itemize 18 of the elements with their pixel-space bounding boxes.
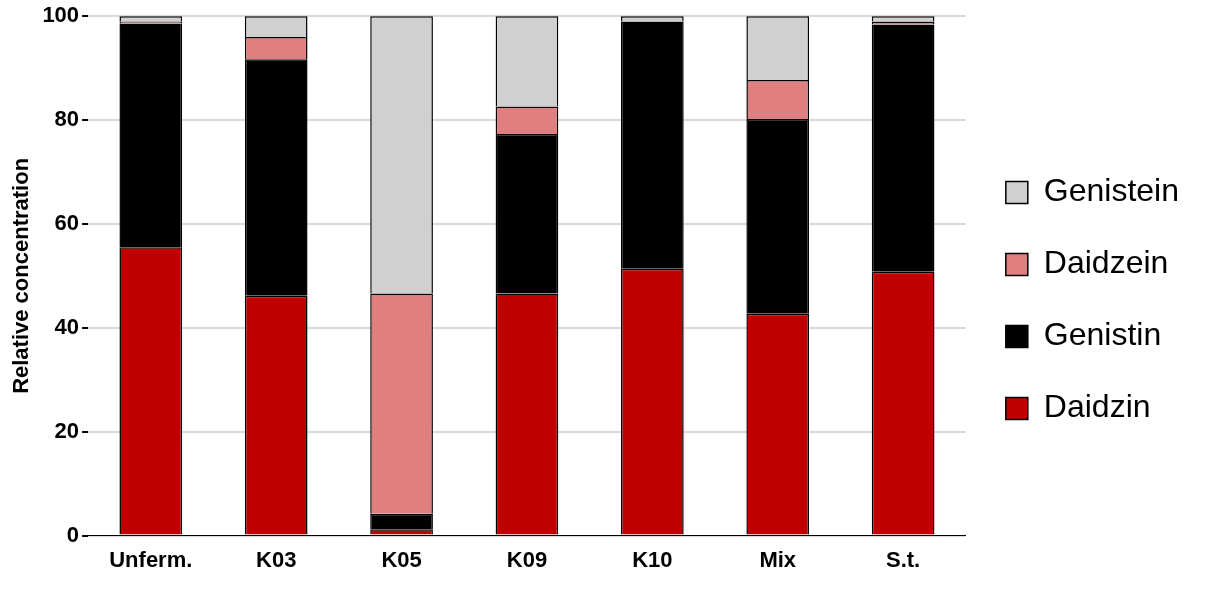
legend-label: Genistin <box>1043 316 1162 353</box>
x-tick-label: K03 <box>256 546 297 572</box>
y-tick-label: 80 <box>54 106 80 132</box>
x-tick-label: Unferm. <box>109 546 193 572</box>
x-tick-label: K09 <box>506 546 548 572</box>
legend-label: Daidzein <box>1043 244 1169 281</box>
y-tick-label: 20 <box>54 417 80 443</box>
y-axis-title: Relative concentration <box>8 157 34 394</box>
x-tick-label: S.t. <box>886 546 921 572</box>
x-tick-label: K05 <box>381 546 422 572</box>
y-tick-label: 0 <box>66 521 80 547</box>
x-tick-label: Mix <box>759 546 797 572</box>
legend-label: Genistein <box>1043 172 1179 209</box>
legend-label: Daidzin <box>1043 388 1151 425</box>
y-tick-label: 100 <box>42 2 80 28</box>
y-tick-label: 60 <box>54 210 80 236</box>
y-tick-label: 40 <box>54 313 80 339</box>
x-tick-label: K10 <box>632 546 673 572</box>
